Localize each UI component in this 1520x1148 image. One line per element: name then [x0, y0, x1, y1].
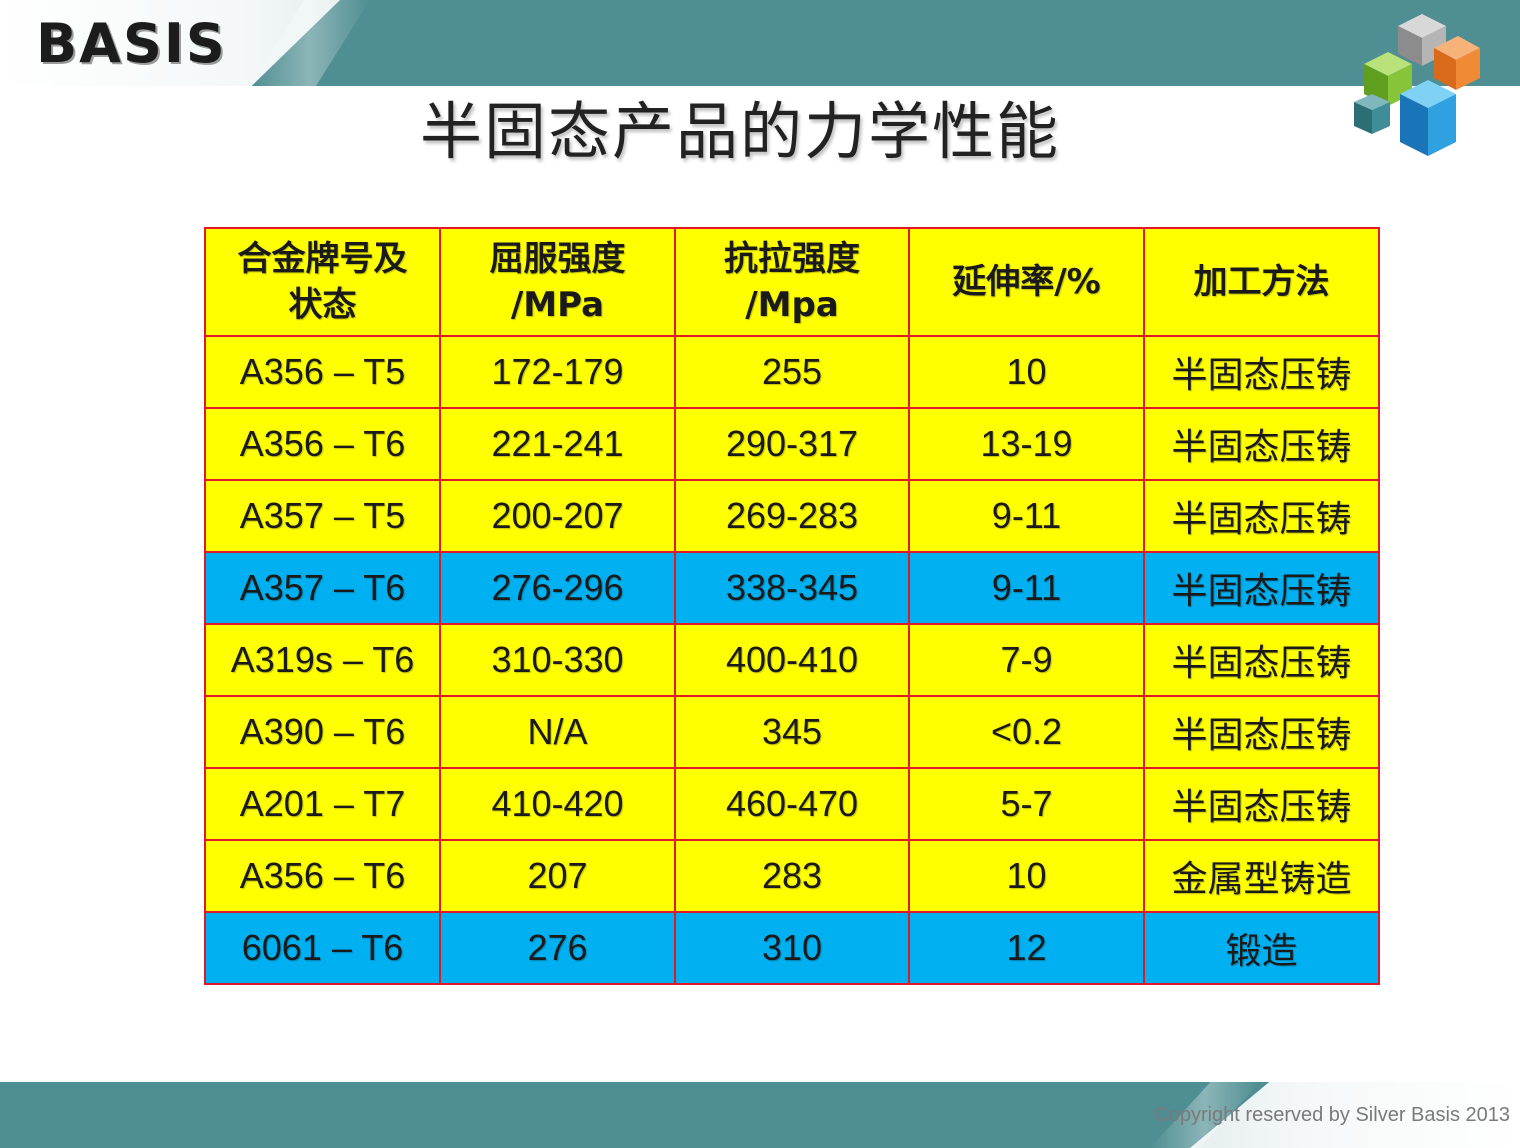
slide-title: 半固态产品的力学性能 [419, 95, 1060, 168]
process-cell: 半固态压铸 [1143, 551, 1380, 625]
alloy-cell: A357 – T5 [204, 479, 441, 553]
table-row: A356 – T6 221-241 290-317 13-19 半固态压铸 [204, 407, 1380, 481]
elongation-cell: 10 [908, 335, 1145, 409]
table-row: A357 – T6 276-296 338-345 9-11 半固态压铸 [204, 551, 1380, 625]
tensile-strength-cell: 269-283 [674, 479, 910, 553]
tensile-strength-cell: 310 [674, 911, 910, 985]
yield-strength-cell: 207 [439, 839, 676, 913]
tensile-strength-cell: 345 [674, 695, 910, 769]
process-cell: 半固态压铸 [1143, 335, 1380, 409]
alloy-cell: 6061 – T6 [204, 911, 441, 985]
elongation-cell: 10 [908, 839, 1145, 913]
header-cell-elongation: 延伸率/% [908, 227, 1145, 337]
elongation-cell: 7-9 [908, 623, 1145, 697]
alloy-cell: A201 – T7 [204, 767, 441, 841]
yield-strength-cell: 310-330 [439, 623, 676, 697]
table-row: 6061 – T6 276 310 12 锻造 [204, 911, 1380, 985]
tensile-strength-cell: 460-470 [674, 767, 910, 841]
alloy-cell: A319s – T6 [204, 623, 441, 697]
process-cell: 半固态压铸 [1143, 767, 1380, 841]
elongation-cell: 9-11 [908, 479, 1145, 553]
table-row: A357 – T5 200-207 269-283 9-11 半固态压铸 [204, 479, 1380, 553]
table-row: A390 – T6 N/A 345 <0.2 半固态压铸 [204, 695, 1380, 769]
cubes-logo-icon [1354, 14, 1480, 156]
header-cell-process: 加工方法 [1143, 227, 1380, 337]
header-cell-tensile-strength: 抗拉强度/Mpa [674, 227, 910, 337]
alloy-cell: A356 – T5 [204, 335, 441, 409]
alloy-cell: A356 – T6 [204, 407, 441, 481]
yield-strength-cell: 276 [439, 911, 676, 985]
process-cell: 半固态压铸 [1143, 479, 1380, 553]
elongation-cell: 13-19 [908, 407, 1145, 481]
copyright-text: Copyright reserved by Silver Basis 2013 [1154, 1104, 1510, 1126]
yield-strength-cell: 172-179 [439, 335, 676, 409]
elongation-cell: <0.2 [908, 695, 1145, 769]
header-cell-yield-strength: 屈服强度/MPa [439, 227, 676, 337]
process-cell: 金属型铸造 [1143, 839, 1380, 913]
elongation-cell: 12 [908, 911, 1145, 985]
table-row: A356 – T6 207 283 10 金属型铸造 [204, 839, 1380, 913]
alloy-cell: A356 – T6 [204, 839, 441, 913]
table-row: A201 – T7 410-420 460-470 5-7 半固态压铸 [204, 767, 1380, 841]
alloy-cell: A390 – T6 [204, 695, 441, 769]
yield-strength-cell: 276-296 [439, 551, 676, 625]
table-header-row: 合金牌号及 状态 屈服强度/MPa 抗拉强度/Mpa 延伸率/% 加工方法 [204, 227, 1380, 337]
yield-strength-cell: 200-207 [439, 479, 676, 553]
yield-strength-cell: 410-420 [439, 767, 676, 841]
table-row: A356 – T5 172-179 255 10 半固态压铸 [204, 335, 1380, 409]
tensile-strength-cell: 400-410 [674, 623, 910, 697]
header-cell-alloy: 合金牌号及 状态 [204, 227, 441, 337]
yield-strength-cell: N/A [439, 695, 676, 769]
tensile-strength-cell: 255 [674, 335, 910, 409]
tensile-strength-cell: 283 [674, 839, 910, 913]
table-row: A319s – T6 310-330 400-410 7-9 半固态压铸 [204, 623, 1380, 697]
process-cell: 半固态压铸 [1143, 623, 1380, 697]
process-cell: 半固态压铸 [1143, 407, 1380, 481]
tensile-strength-cell: 290-317 [674, 407, 910, 481]
process-cell: 锻造 [1143, 911, 1380, 985]
mechanical-properties-table: 合金牌号及 状态 屈服强度/MPa 抗拉强度/Mpa 延伸率/% 加工方法 A35… [204, 227, 1380, 985]
elongation-cell: 5-7 [908, 767, 1145, 841]
yield-strength-cell: 221-241 [439, 407, 676, 481]
alloy-cell: A357 – T6 [204, 551, 441, 625]
tensile-strength-cell: 338-345 [674, 551, 910, 625]
basis-logo: BASIS [36, 12, 227, 75]
elongation-cell: 9-11 [908, 551, 1145, 625]
process-cell: 半固态压铸 [1143, 695, 1380, 769]
